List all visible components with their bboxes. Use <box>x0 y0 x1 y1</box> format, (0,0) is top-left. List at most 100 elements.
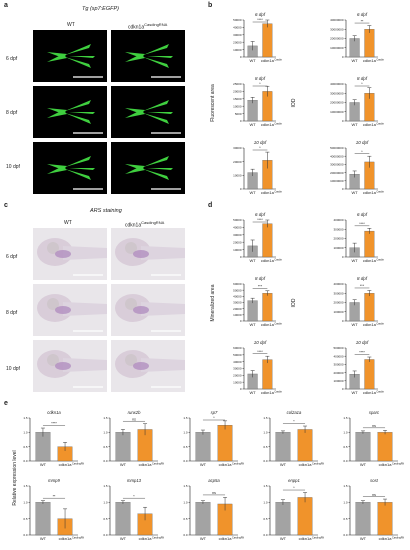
significance-label: * <box>293 486 295 490</box>
y-tick-label: 0 <box>342 119 344 123</box>
x-tick-label: WT <box>352 322 359 327</box>
x-tick-superscript: CasdingRNA <box>376 391 384 394</box>
x-tick-label: cdkn1a <box>139 536 153 541</box>
y-tick-label: 0.0 <box>343 533 348 537</box>
bar-ko <box>262 23 273 58</box>
y-tick-label: 1.5 <box>183 416 188 420</box>
y-tick-label: 400000 <box>333 218 343 222</box>
significance-label: ** <box>53 494 56 498</box>
y-tick-label: 100000 <box>333 246 343 250</box>
larva-fluorescence-picture <box>47 44 103 78</box>
y-tick-label: 10000 <box>233 248 242 252</box>
chart-d-iod-8: 0 100000 200000 300000 400000 8 dpf *** WT cdkn1… <box>333 276 384 327</box>
x-tick-superscript: CasdingRNA <box>274 59 282 62</box>
x-tick-label: cdkn1a <box>261 258 275 263</box>
y-tick-label: 0.5 <box>23 517 28 521</box>
panel-a-title: Tg (sp7:EGFP) <box>82 6 119 12</box>
y-tick-label: 1.5 <box>343 416 348 420</box>
x-tick-superscript: CasdingRNA <box>72 537 84 540</box>
y-tick-label: 1.5 <box>103 484 108 488</box>
significance-label: ns <box>372 493 376 497</box>
y-tick-label: 1.0 <box>263 431 268 435</box>
y-tick-label: 0.5 <box>103 445 108 449</box>
y-tick-label: 0 <box>240 55 242 59</box>
panel-c-row-6: 6 dpf <box>6 254 18 260</box>
y-tick-label: 10000000 <box>330 110 344 114</box>
x-tick-superscript: CasdingRNA <box>392 537 404 540</box>
panel-c-col-wt: WT <box>64 220 72 226</box>
y-tick-label: 1.5 <box>103 416 108 420</box>
x-tick-label: WT <box>250 258 257 263</box>
chart-title: 6 dpf <box>357 212 368 217</box>
bar-ko <box>377 432 393 462</box>
y-tick-label: 10000000 <box>330 179 344 183</box>
bar-wt <box>275 432 291 462</box>
ars-image-wt-6dpf <box>33 228 107 280</box>
y-tick-label: 40000 <box>233 295 242 299</box>
y-tick-label: 20000 <box>233 90 242 94</box>
y-tick-label: 0.5 <box>263 517 268 521</box>
y-tick-label: 1.0 <box>343 501 348 505</box>
y-tick-label: 1.0 <box>343 431 348 435</box>
chart-title: 8 dpf <box>255 276 266 281</box>
x-tick-superscript: CasdingRNA <box>72 463 84 466</box>
y-tick-label: 20000000 <box>330 171 344 175</box>
y-tick-label: 30000 <box>233 301 242 305</box>
fluorescence-image-ko-10dpf <box>111 142 185 194</box>
chart-b-iod-6: 0 10000000 20000000 30000000 40000000 6 dpf **… <box>330 12 384 63</box>
y-tick-label: 1.5 <box>263 484 268 488</box>
y-tick-label: 20000 <box>233 40 242 44</box>
chart-b-iod-8: 0 10000000 20000000 30000000 40000000 8 dpf* W… <box>330 76 384 127</box>
x-tick-label: WT <box>250 122 257 127</box>
y-tick-label: 0.0 <box>103 533 108 537</box>
chart-title: mmp13 <box>127 478 142 483</box>
panel-b-ylabel-iod: IOD <box>291 98 297 108</box>
larva-fluorescence-picture <box>47 100 103 134</box>
y-tick-label: 400000 <box>333 354 343 358</box>
significance-label: ** <box>361 19 364 23</box>
chart-e-acp5a: 0.0 0.5 1.0 1.5 acp5a ns WT cdkn1aCasdingRNA <box>183 478 244 541</box>
chart-e-sp7: 0.0 0.5 1.0 1.5 sp7* WT cdkn1aCasdingRNA <box>183 410 244 467</box>
y-tick-label: 40000000 <box>330 18 344 22</box>
bar-ko <box>262 293 273 322</box>
y-tick-label: 10000000 <box>330 46 344 50</box>
ars-image-ko-8dpf <box>111 284 185 336</box>
significance-label: *** <box>360 284 365 288</box>
chart-e-mmp13: 0.0 0.5 1.0 1.5 mmp13 * WT cdkn1aCasdingRNA <box>103 478 164 541</box>
panel-a-col-wt: WT <box>67 22 75 28</box>
y-tick-label: 0.5 <box>343 445 348 449</box>
larva-stain-picture <box>37 238 107 276</box>
chart-title: sparc <box>369 410 380 415</box>
x-tick-label: cdkn1a <box>299 536 313 541</box>
y-tick-label: 50000 <box>233 18 242 22</box>
y-tick-label: 0.0 <box>183 533 188 537</box>
significance-label: * <box>213 416 215 420</box>
y-tick-label: 1.0 <box>183 501 188 505</box>
ars-image-wt-10dpf <box>33 340 107 392</box>
chart-title: acp5a <box>208 478 220 483</box>
chart-title: col2a1a <box>287 410 302 415</box>
x-tick-label: cdkn1a <box>363 190 377 195</box>
y-tick-label: 60000 <box>233 346 242 350</box>
y-tick-label: 0 <box>342 255 344 259</box>
x-tick-label: WT <box>40 462 47 467</box>
chart-e-col2a1a: 0.0 0.5 1.0 1.5 col2a1a * WT cdkn1aCasdingRNA <box>263 410 324 467</box>
chart-title: sp7 <box>211 410 218 415</box>
y-tick-label: 100000 <box>333 310 343 314</box>
y-tick-label: 100000 <box>333 379 343 383</box>
y-tick-label: 30000000 <box>330 27 344 31</box>
x-tick-label: cdkn1a <box>139 462 153 467</box>
fluorescence-image-wt-10dpf <box>33 142 107 194</box>
panel-c-row-8: 8 dpf <box>6 310 18 316</box>
y-tick-label: 1.0 <box>263 501 268 505</box>
chart-title: 8 dpf <box>255 76 266 81</box>
significance-label: **** <box>359 222 365 226</box>
y-tick-label: 1.0 <box>183 431 188 435</box>
chart-title: 6 dpf <box>255 212 266 217</box>
chart-e-enpp1: 0.0 0.5 1.0 1.5 enpp1 * WT cdkn1aCasdingRNA <box>263 478 324 541</box>
fluorescence-image-ko-6dpf <box>111 30 185 82</box>
significance-label: ns <box>132 417 136 421</box>
x-tick-superscript: CasdingRNA <box>312 463 324 466</box>
chart-e-runx2b: 0.0 0.5 1.0 1.5 runx2b ns WT cdkn1aCasdingRNA <box>103 410 164 467</box>
